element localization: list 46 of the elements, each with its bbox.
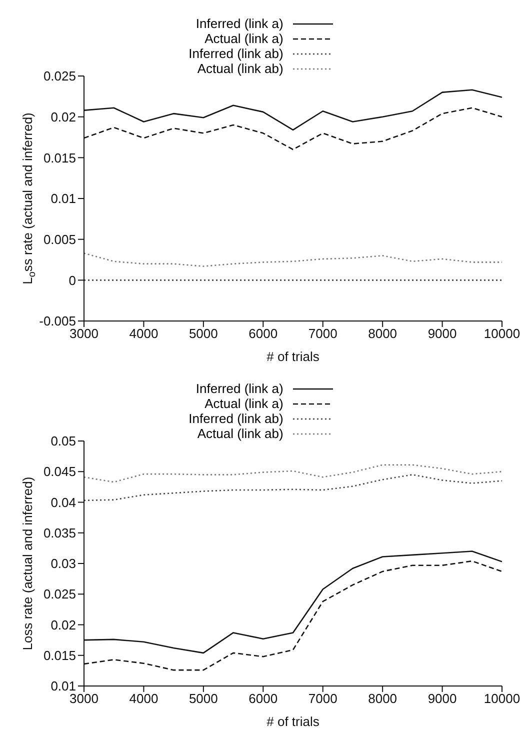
y-tick-label: 0: [68, 272, 76, 288]
x-tick-label: 10000: [484, 326, 520, 342]
x-tick-label: 9000: [428, 326, 457, 342]
legend-label: Inferred (link ab): [188, 411, 284, 426]
x-tick-label: 5000: [188, 691, 218, 706]
y-tick-label: 0.05: [50, 434, 76, 449]
x-tick-label: 9000: [428, 691, 457, 706]
y-tick-label: 0.015: [43, 648, 76, 663]
legend-label: Actual (link ab): [196, 61, 284, 76]
legend-label: Inferred (link a): [194, 381, 284, 396]
line-series: [84, 464, 502, 483]
line-series: [84, 474, 502, 502]
x-tick-label: 7000: [308, 326, 338, 342]
y-tick-label: 0.015: [43, 150, 76, 166]
y-tick-label: 0.02: [50, 109, 76, 124]
legend-label: Actual (link ab): [196, 426, 284, 441]
y-tick-label: 0.035: [43, 525, 76, 540]
x-tick-label: 8000: [368, 326, 398, 342]
x-tick-label: 4000: [129, 691, 158, 706]
y-tick-label: 0.045: [43, 464, 76, 480]
x-axis-title: # of trials: [266, 349, 320, 364]
legend-label: Inferred (link a): [194, 16, 284, 31]
legend-label: Inferred (link ab): [188, 46, 284, 61]
x-tick-label: 4000: [129, 326, 158, 342]
x-tick-label: 10000: [484, 691, 520, 706]
y-tick-label: 0.025: [43, 586, 76, 602]
x-tick-label: 5000: [188, 326, 218, 342]
x-tick-label: 6000: [248, 326, 278, 342]
y-tick-label: 0.01: [50, 678, 76, 694]
y-tick-label: 0.005: [43, 232, 76, 247]
x-tick-label: 8000: [368, 691, 398, 706]
x-tick-label: 7000: [308, 691, 338, 706]
y-tick-label: 0.025: [43, 68, 76, 84]
y-tick-label: -0.005: [39, 314, 76, 329]
y-tick-label: 0.02: [50, 617, 76, 632]
line-series: [84, 252, 502, 267]
x-tick-label: 3000: [70, 326, 98, 342]
x-axis-title: # of trials: [266, 714, 320, 729]
legend-label: Actual (link a): [204, 396, 284, 411]
x-tick-label: 6000: [248, 691, 278, 706]
y-tick-label: 0.01: [50, 191, 76, 206]
x-tick-label: 3000: [70, 691, 98, 706]
y-tick-label: 0.04: [50, 494, 76, 510]
legend-label: Actual (link a): [204, 31, 284, 46]
y-axis-title: Loss rate (actual and inferred): [20, 476, 35, 650]
y-tick-label: 0.03: [50, 556, 76, 572]
